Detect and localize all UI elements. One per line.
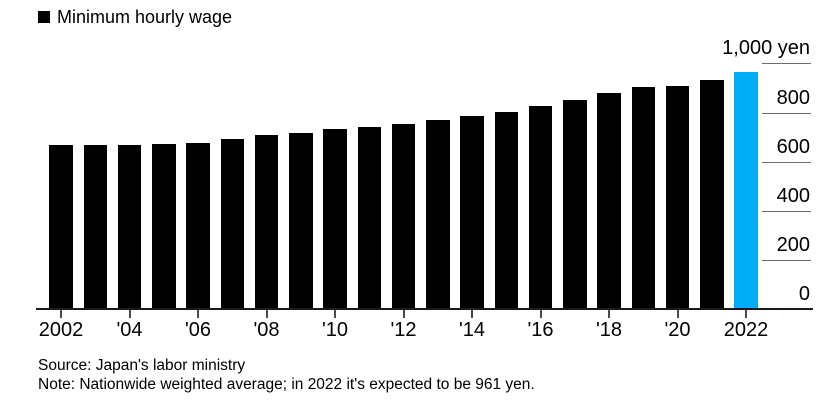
bar-2017 (563, 100, 587, 308)
x-tick-2010 (334, 310, 336, 318)
bar-2006 (186, 143, 210, 308)
bar-2022 (734, 72, 758, 308)
x-tick-2014 (471, 310, 473, 318)
y-gridline-1000 (762, 63, 811, 64)
x-tick-label-2022: 2022 (723, 319, 769, 341)
x-axis-line (36, 308, 813, 310)
bar-2010 (323, 129, 347, 308)
bar-2003 (83, 145, 107, 308)
y-tick-label-600: 600 (776, 136, 810, 158)
bar-2013 (426, 120, 450, 308)
bar-2021 (700, 80, 724, 308)
y-tick-label-0: 0 (798, 283, 810, 305)
x-tick-2008 (265, 310, 268, 318)
x-tick-label-2014: '14 (458, 319, 486, 341)
x-tick-2006 (197, 310, 199, 318)
x-tick-label-2018: '18 (595, 319, 623, 341)
legend-swatch-icon (38, 11, 50, 23)
x-tick-2012 (402, 310, 405, 318)
bar-2009 (289, 133, 313, 308)
x-tick-label-2010: '10 (321, 319, 349, 341)
note-line: Note: Nationwide weighted average; in 20… (38, 375, 535, 393)
y-tick-label-800: 800 (776, 87, 810, 109)
x-tick-label-2006: '06 (184, 319, 212, 341)
x-tick-label-2012: '12 (390, 319, 417, 341)
y-tick-label-200: 200 (776, 234, 810, 256)
bar-2014 (460, 116, 484, 308)
bar-2019 (631, 87, 655, 308)
bar-2007 (220, 139, 244, 308)
source-line: Source: Japan's labor ministry (38, 357, 246, 374)
x-tick-2020 (676, 310, 679, 318)
bar-2020 (665, 86, 690, 308)
y-gridline-400 (762, 211, 811, 212)
bar-2016 (528, 106, 553, 308)
x-tick-label-2004: '04 (116, 319, 143, 341)
x-tick-label-2008: '08 (253, 319, 280, 341)
bar-2015 (494, 112, 518, 308)
bar-2012 (391, 124, 416, 308)
bar-2011 (357, 127, 381, 308)
legend: Minimum hourly wage (38, 7, 232, 27)
bar-2002 (49, 145, 73, 308)
bar-2005 (152, 144, 176, 308)
y-tick-label-400: 400 (776, 185, 810, 207)
x-tick-label-2002: 2002 (38, 319, 84, 341)
footer: Source: Japan's labor ministry Note: Nat… (38, 357, 535, 394)
y-gridline-600 (762, 162, 811, 163)
x-tick-2004 (128, 310, 131, 318)
legend-label: Minimum hourly wage (57, 7, 233, 27)
x-tick-2022 (745, 310, 747, 318)
x-tick-2018 (608, 310, 610, 318)
bar-2018 (597, 93, 621, 308)
bar-2004 (117, 145, 142, 308)
x-tick-label-2020: '20 (664, 319, 691, 341)
x-tick-2016 (539, 310, 542, 318)
bar-2008 (254, 135, 279, 308)
y-tick-label-1000: 1,000 yen (722, 37, 810, 59)
y-gridline-200 (762, 260, 811, 261)
x-tick-label-2016: '16 (527, 319, 554, 341)
y-gridline-800 (762, 113, 811, 114)
x-tick-2002 (60, 310, 62, 318)
